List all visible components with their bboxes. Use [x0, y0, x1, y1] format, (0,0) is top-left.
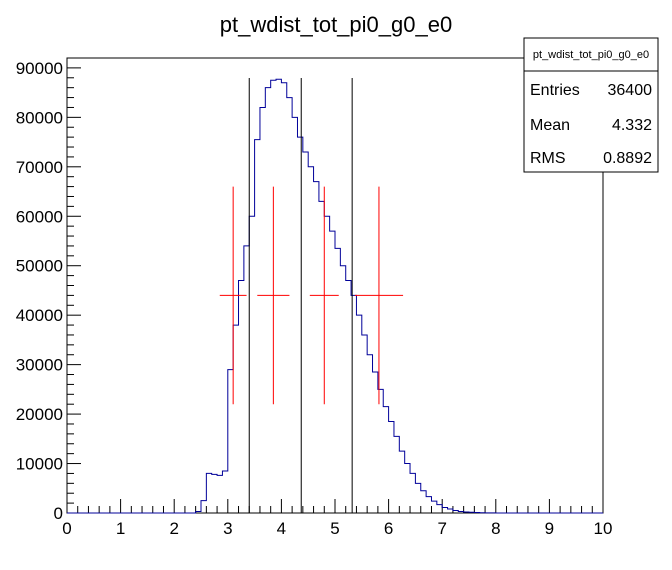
y-tick-label: 70000 — [16, 158, 63, 177]
y-tick-label: 50000 — [16, 257, 63, 276]
error-bar-point — [309, 186, 339, 405]
stats-box-frame — [523, 37, 659, 173]
y-tick-label: 20000 — [16, 405, 63, 424]
x-tick-label: 0 — [62, 519, 71, 538]
stats-box-name: pt_wdist_tot_pi0_g0_e0 — [533, 49, 649, 61]
chart-title: pt_wdist_tot_pi0_g0_e0 — [220, 12, 452, 37]
y-tick-label: 30000 — [16, 356, 63, 375]
rms-value: 0.8892 — [603, 150, 652, 167]
y-tick-label: 40000 — [16, 306, 63, 325]
x-tick-label: 7 — [437, 519, 446, 538]
x-tick-label: 6 — [384, 519, 393, 538]
entries-value: 36400 — [608, 82, 653, 99]
mean-label: Mean — [530, 117, 570, 134]
x-tick-label: 4 — [277, 519, 286, 538]
y-tick-label: 60000 — [16, 207, 63, 226]
x-tick-label: 8 — [491, 519, 500, 538]
y-tick-label: 80000 — [16, 108, 63, 127]
x-tick-label: 5 — [330, 519, 339, 538]
x-tick-label: 2 — [169, 519, 178, 538]
error-bar-point — [219, 186, 247, 405]
plot-frame — [66, 57, 604, 514]
error-bar-point — [354, 186, 404, 405]
y-axis: 0 10000 20000 30000 40000 50000 60000 70000 8000… — [16, 59, 81, 523]
x-tick-label: 9 — [545, 519, 554, 538]
x-tick-label: 1 — [116, 519, 125, 538]
y-tick-label: 10000 — [16, 455, 63, 474]
vertical-lines — [248, 78, 353, 513]
error-bar-points — [219, 186, 404, 405]
error-bar-point — [257, 186, 290, 405]
histogram-series — [67, 78, 603, 514]
y-tick-label: 0 — [54, 504, 63, 523]
x-axis: 0 1 2 3 4 5 6 7 8 9 10 — [62, 499, 612, 538]
x-tick-label: 3 — [223, 519, 232, 538]
plot-area-border — [66, 57, 604, 514]
rms-label: RMS — [530, 150, 566, 167]
mean-value: 4.332 — [612, 117, 652, 134]
entries-label: Entries — [530, 82, 580, 99]
x-tick-label: 10 — [594, 519, 613, 538]
stats-box: pt_wdist_tot_pi0_g0_e0 Entries 36400 Mea… — [523, 37, 659, 173]
y-tick-label: 90000 — [16, 59, 63, 78]
